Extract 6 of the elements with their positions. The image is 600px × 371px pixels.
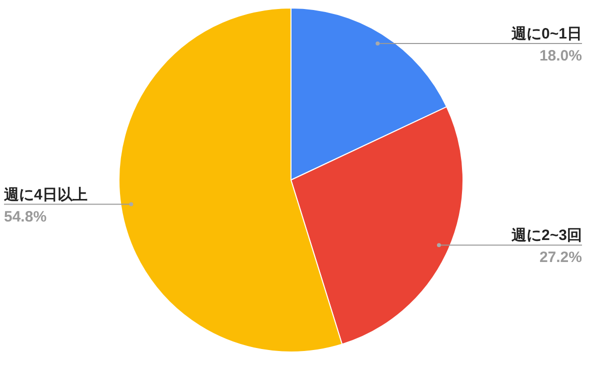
slice-label: 週に2~3回 [510,227,582,244]
data-label: 18.0% [539,47,582,64]
slice-label: 週に0~1日 [510,25,582,42]
data-label: 27.2% [539,249,582,266]
slice-label: 週に4日以上 [3,186,88,204]
data-label: 54.8% [4,208,47,226]
